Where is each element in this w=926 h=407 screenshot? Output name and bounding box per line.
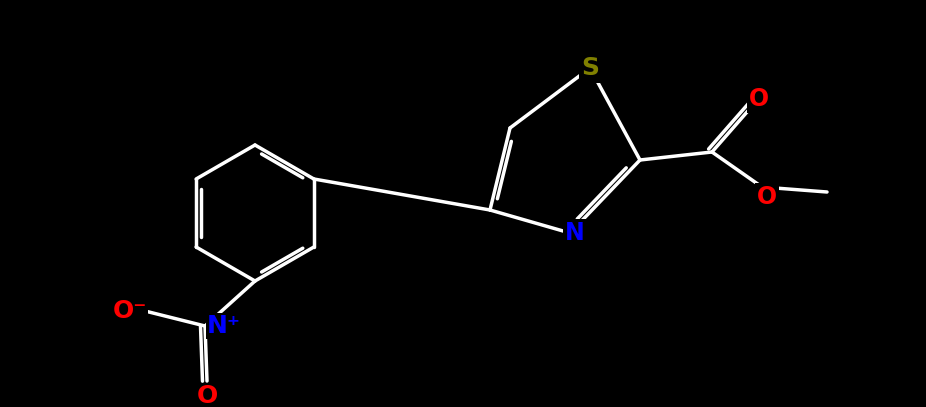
Text: O: O <box>757 185 777 209</box>
Text: S: S <box>581 56 599 80</box>
Text: O: O <box>196 384 218 407</box>
Text: O: O <box>749 87 770 111</box>
Text: N⁺: N⁺ <box>207 314 241 338</box>
Text: O: O <box>123 299 143 323</box>
Text: N: N <box>565 221 585 245</box>
Text: O: O <box>123 299 143 323</box>
Text: O⁻: O⁻ <box>113 299 147 323</box>
